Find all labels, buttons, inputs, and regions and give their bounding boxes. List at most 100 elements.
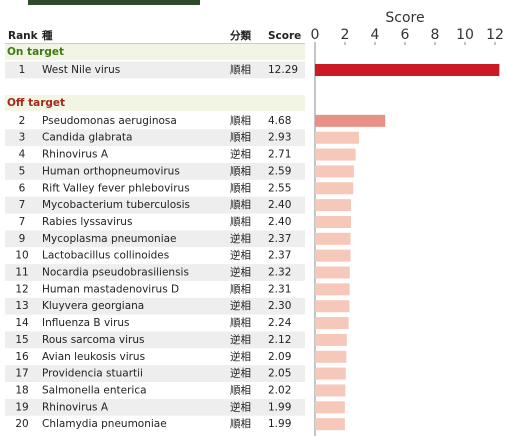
score: 12.29 (268, 64, 298, 76)
rank: 6 (19, 182, 26, 194)
row-stripe (5, 230, 305, 248)
class: 順相 (230, 114, 251, 127)
rank: 2 (19, 115, 26, 127)
x-tick-label: 10 (456, 27, 474, 43)
score: 4.68 (268, 115, 291, 127)
x-tick-label: 12 (486, 27, 504, 43)
species: Rabies lyssavirus (42, 216, 132, 228)
row-stripe (5, 365, 305, 382)
score: 2.32 (268, 267, 291, 279)
x-tick-label: 2 (341, 27, 350, 43)
species: West Nile virus (42, 64, 120, 76)
class: 順相 (230, 383, 251, 396)
row-stripe (5, 129, 305, 147)
species: Chlamydia pneumoniae (42, 418, 167, 430)
x-tick-label: 4 (371, 27, 380, 43)
rank: 10 (15, 250, 28, 262)
row-stripe (5, 398, 305, 416)
bar (315, 401, 345, 414)
column-header: Score (268, 30, 301, 42)
bar (315, 131, 359, 144)
score: 2.02 (268, 384, 291, 396)
bar (315, 367, 346, 380)
species: Mycoplasma pneumoniae (42, 233, 177, 245)
score: 2.55 (268, 182, 291, 194)
score: 2.12 (268, 334, 291, 346)
species: Human orthopneumovirus (42, 165, 180, 177)
group-band (5, 44, 305, 60)
column-header: Rank (8, 30, 39, 42)
species: Providencia stuartii (42, 368, 143, 380)
species: Pseudomonas aeruginosa (42, 115, 177, 127)
rank: 14 (15, 317, 29, 329)
row-stripe (5, 61, 305, 79)
x-tick-label: 8 (431, 27, 440, 43)
bar (315, 114, 386, 127)
species: Influenza B virus (42, 317, 130, 329)
bar (315, 266, 350, 279)
class: 逆相 (230, 249, 251, 262)
species: Lactobacillus collinoides (42, 250, 169, 262)
class: 順相 (230, 164, 251, 177)
rank: 4 (19, 149, 26, 161)
class: 順相 (230, 316, 251, 329)
group-label: On target (7, 46, 64, 58)
rank: 16 (15, 351, 29, 363)
rank: 12 (15, 283, 28, 295)
rank: 15 (15, 334, 28, 346)
species: Rous sarcoma virus (42, 334, 144, 346)
score: 2.24 (268, 317, 292, 329)
row-stripe (5, 297, 305, 315)
bar (315, 199, 351, 212)
group-band (5, 94, 305, 111)
rank: 18 (15, 384, 28, 396)
species: Human mastadenovirus D (42, 283, 179, 295)
bar (315, 384, 346, 397)
bar (315, 148, 356, 161)
class: 逆相 (230, 266, 251, 279)
column-header: 分類 (230, 29, 251, 42)
rank: 1 (19, 64, 26, 76)
row-stripe (5, 196, 305, 214)
rank: 17 (15, 368, 28, 380)
rank: 19 (15, 401, 28, 413)
x-tick-label: 6 (401, 27, 410, 43)
class: 順相 (230, 131, 251, 144)
row-stripe (5, 163, 305, 180)
class: 逆相 (230, 299, 251, 312)
species: Rhinovirus A (42, 401, 109, 413)
species: Rhinovirus A (42, 149, 109, 161)
score: 2.05 (268, 368, 291, 380)
x-tick-label: 0 (311, 27, 320, 43)
bar (315, 182, 354, 195)
rank: 7 (19, 216, 26, 228)
bar (315, 300, 350, 313)
column-header: 種 (42, 29, 53, 42)
bar (315, 283, 350, 296)
score: 2.37 (268, 250, 291, 262)
class: 逆相 (230, 232, 251, 245)
class: 順相 (230, 417, 251, 430)
bar (315, 64, 500, 76)
bar (315, 418, 345, 431)
score: 2.71 (268, 149, 291, 161)
bar (315, 215, 351, 228)
species: Avian leukosis virus (42, 351, 145, 363)
bar (315, 350, 347, 363)
class: 順相 (230, 282, 251, 295)
rank: 5 (19, 165, 26, 177)
score: 2.59 (268, 165, 291, 177)
species: Candida glabrata (42, 132, 132, 144)
axis-title: Score (385, 10, 424, 26)
score: 2.40 (268, 199, 291, 211)
species: Rift Valley fever phlebovirus (42, 182, 190, 194)
bar (315, 333, 347, 346)
score: 1.99 (268, 418, 291, 430)
row-stripe (5, 264, 305, 281)
class: 逆相 (230, 333, 251, 346)
score: 2.37 (268, 233, 291, 245)
bar (315, 232, 351, 245)
row-stripe (5, 331, 305, 349)
species: Salmonella enterica (42, 384, 147, 396)
class: 逆相 (230, 367, 251, 380)
